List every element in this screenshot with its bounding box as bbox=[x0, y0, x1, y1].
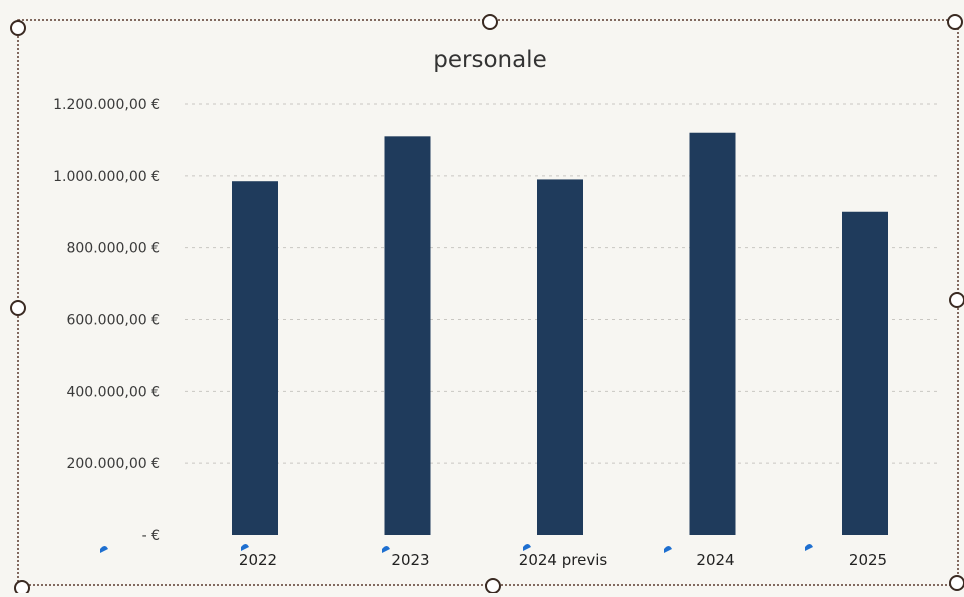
y-tick-label: 1.000.000,00 € bbox=[53, 169, 160, 185]
category-boundary-marker bbox=[100, 546, 108, 553]
category-boundary-marker bbox=[241, 544, 249, 551]
y-axis-tick-labels: - € 200.000,00 € 400.000,00 € 600.000,00 € 8… bbox=[53, 97, 160, 544]
x-tick-label: 2025 bbox=[849, 551, 887, 569]
resize-handle-bottom-right[interactable] bbox=[949, 575, 964, 591]
resize-handle-top-center[interactable] bbox=[482, 14, 498, 30]
resize-handle-bottom-center[interactable] bbox=[485, 578, 501, 594]
category-boundary-marker bbox=[382, 546, 390, 553]
resize-handle-top-left[interactable] bbox=[10, 20, 26, 36]
category-markers bbox=[100, 544, 813, 553]
category-boundary-marker bbox=[805, 544, 813, 551]
resize-handle-middle-left[interactable] bbox=[10, 300, 26, 316]
resize-handle-top-right[interactable] bbox=[947, 14, 963, 30]
x-tick-label: 2024 bbox=[696, 551, 734, 569]
y-tick-label: 200.000,00 € bbox=[66, 456, 160, 472]
resize-handle-middle-right[interactable] bbox=[949, 292, 964, 308]
bar bbox=[537, 179, 583, 536]
x-axis-tick-labels: 2022 2023 2024 previs 2024 2025 bbox=[239, 551, 887, 569]
bar bbox=[384, 136, 431, 535]
chart-title: personale bbox=[433, 47, 546, 73]
category-boundary-marker bbox=[664, 546, 672, 553]
bar bbox=[689, 132, 736, 535]
bar bbox=[232, 181, 278, 536]
bar bbox=[842, 211, 888, 535]
resize-handle-bottom-left[interactable] bbox=[14, 580, 30, 596]
x-tick-label: 2023 bbox=[391, 551, 429, 569]
y-tick-label: 1.200.000,00 € bbox=[53, 97, 160, 113]
category-boundary-marker bbox=[523, 544, 531, 551]
y-tick-label: 400.000,00 € bbox=[66, 384, 160, 400]
x-tick-label: 2022 bbox=[239, 551, 277, 569]
y-tick-label: - € bbox=[142, 528, 160, 544]
bars bbox=[232, 132, 888, 536]
x-tick-label: 2024 previs bbox=[519, 551, 608, 569]
y-tick-label: 800.000,00 € bbox=[66, 241, 160, 257]
y-tick-label: 600.000,00 € bbox=[66, 313, 160, 329]
